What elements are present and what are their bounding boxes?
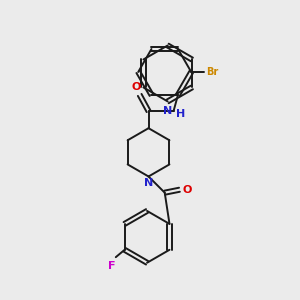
- Text: H: H: [176, 109, 185, 119]
- Text: Br: Br: [206, 67, 218, 77]
- Text: O: O: [183, 185, 192, 195]
- Text: N: N: [163, 106, 172, 116]
- Text: N: N: [144, 178, 153, 188]
- Text: F: F: [108, 261, 115, 271]
- Text: O: O: [131, 82, 141, 92]
